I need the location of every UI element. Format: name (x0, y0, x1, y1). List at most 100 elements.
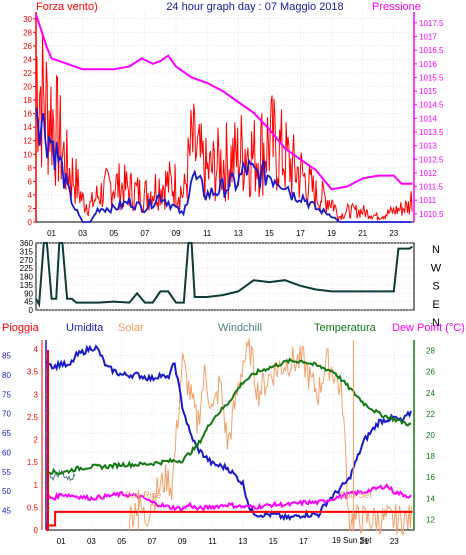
temperature-tick-label: 24 (426, 389, 435, 398)
humidity-tick-label: 65 (2, 429, 11, 438)
legend-label: Umidita (66, 322, 104, 334)
series-gust-line (35, 107, 412, 223)
header-title: 24 hour graph day : 07 Maggio 2018 (166, 1, 343, 13)
temperature-tick-label: 26 (426, 368, 435, 377)
y-tick-label-left: 16 (23, 110, 32, 119)
x-tick-label: 19 (327, 229, 336, 238)
y-tick-label-left: 0 (28, 218, 33, 227)
temperature-tick-label: 14 (426, 494, 435, 503)
x-tick-label: 03 (78, 229, 87, 238)
temperature-tick-label: 16 (426, 473, 435, 482)
y-tick-label-left: 22 (23, 69, 32, 78)
x-tick-label: 23 (390, 537, 399, 546)
rain-tick-label: 2 (34, 436, 39, 445)
rain-tick-label: 0.5 (27, 503, 39, 512)
x-tick-label: 11 (208, 537, 217, 546)
series-windchill-line (45, 469, 76, 482)
humidity-tick-label: 55 (2, 468, 11, 477)
x-tick-label: 09 (172, 229, 181, 238)
rain-tick-label: 1.5 (27, 458, 39, 467)
y-tick-label-left: 10 (23, 150, 32, 159)
direction-tick-label: 315 (20, 247, 34, 256)
y-tick-label-right: 1017 (419, 33, 437, 42)
humidity-tick-label: 50 (2, 487, 11, 496)
series-dewpoint-line (45, 482, 412, 513)
compass-label: S (432, 281, 439, 293)
x-tick-label: 15 (265, 229, 274, 238)
compass-label: E (432, 299, 439, 311)
y-tick-label-right: 1016.5 (419, 46, 444, 55)
temperature-tick-label: 12 (426, 515, 435, 524)
sunset-axis-label: 19 Sun Set (332, 536, 372, 545)
legend-label: Dew Point (°C) (392, 322, 465, 334)
compass-label: W (431, 262, 442, 274)
direction-tick-label: 360 (20, 239, 34, 248)
y-tick-label-left: 4 (28, 191, 33, 200)
y-tick-label-left: 20 (23, 83, 32, 92)
y-tick-label-right: 1014 (419, 114, 437, 123)
y-tick-label-right: 1014.5 (419, 101, 444, 110)
rain-tick-label: 3 (34, 390, 39, 399)
header-right-label: Pressione (372, 1, 421, 13)
legend-label: Pioggia (2, 322, 40, 334)
x-tick-label: 07 (148, 537, 157, 546)
y-tick-label-right: 1011 (419, 196, 437, 205)
rain-tick-label: 2.5 (27, 413, 39, 422)
rain-tick-label: 1 (34, 481, 39, 490)
series-temperature-line (45, 357, 412, 475)
series-wind-line (35, 31, 413, 222)
header-left-label: Forza vento) (36, 1, 98, 13)
humidity-tick-label: 75 (2, 390, 11, 399)
sunrise-annotation: Sun Rise (125, 490, 162, 500)
direction-tick-label: 180 (20, 273, 34, 282)
y-tick-label-right: 1013 (419, 142, 437, 151)
direction-tick-label: 90 (24, 289, 33, 298)
compass-label: N (432, 317, 440, 329)
humidity-tick-label: 45 (2, 507, 11, 516)
y-tick-label-left: 30 (23, 15, 32, 24)
humidity-tick-label: 80 (2, 371, 11, 380)
y-tick-label-left: 2 (28, 204, 33, 213)
rain-tick-label: 3.5 (27, 368, 39, 377)
x-tick-label: 13 (238, 537, 247, 546)
y-tick-label-left: 18 (23, 96, 32, 105)
x-tick-label: 03 (87, 537, 96, 546)
compass-label: N (432, 244, 440, 256)
humidity-tick-label: 60 (2, 448, 11, 457)
y-tick-label-right: 1011.5 (419, 183, 443, 192)
rain-tick-label: 0 (34, 526, 39, 535)
direction-tick-label: 135 (20, 281, 34, 290)
x-tick-label: 05 (117, 537, 126, 546)
y-tick-label-left: 14 (23, 123, 32, 132)
temperature-tick-label: 22 (426, 410, 435, 419)
y-tick-label-left: 28 (23, 28, 32, 37)
x-tick-label: 01 (47, 229, 56, 238)
y-tick-label-left: 8 (28, 164, 33, 173)
series-rain-line (46, 510, 413, 531)
y-tick-label-right: 1013.5 (419, 128, 444, 137)
series-solar-line (128, 338, 413, 537)
x-tick-label: 01 (57, 537, 66, 546)
x-tick-label: 13 (234, 229, 243, 238)
y-tick-label-left: 26 (23, 42, 32, 51)
temperature-tick-label: 28 (426, 347, 435, 356)
y-tick-label-left: 6 (28, 177, 33, 186)
y-tick-label-right: 1010.5 (419, 210, 444, 219)
legend-label: Solar (118, 322, 144, 334)
y-tick-label-right: 1015 (419, 87, 437, 96)
legend-label: Windchill (218, 322, 262, 334)
x-tick-label: 21 (360, 537, 369, 546)
direction-tick-label: 270 (20, 256, 34, 265)
humidity-tick-label: 85 (2, 352, 11, 361)
y-tick-label-left: 12 (23, 137, 32, 146)
y-tick-label-left: 24 (23, 55, 32, 64)
legend-label: Temperatura (314, 322, 377, 334)
x-tick-label: 07 (140, 229, 149, 238)
x-tick-label: 21 (358, 229, 367, 238)
direction-tick-label: 0 (29, 306, 34, 315)
y-tick-label-right: 1012.5 (419, 155, 444, 164)
x-tick-label: 11 (203, 229, 212, 238)
x-tick-label: 05 (109, 229, 118, 238)
x-tick-label: 09 (178, 537, 187, 546)
